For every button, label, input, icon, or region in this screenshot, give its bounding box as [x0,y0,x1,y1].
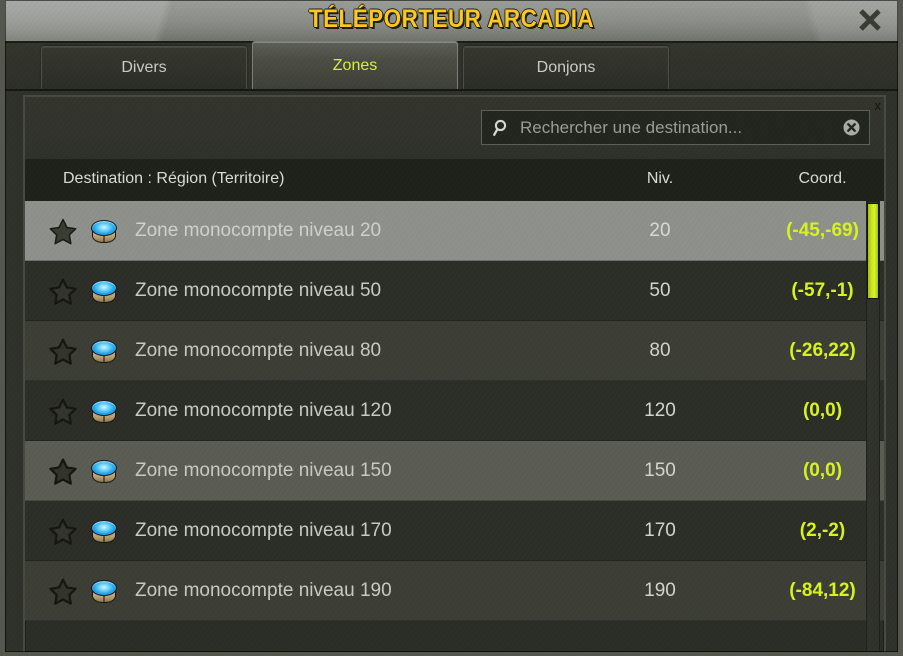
teleport-pad-icon [85,219,123,243]
tab-zones[interactable]: Zones [252,41,458,89]
destination-name: Zone monocompte niveau 50 [135,280,382,301]
destination-name: Zone monocompte niveau 170 [135,520,392,541]
favorite-star-icon[interactable] [41,398,85,425]
title-bar: TÉLÉPORTEUR ARCADIA [5,0,898,43]
favorite-star-icon[interactable] [41,518,85,545]
teleport-pad-icon [85,399,123,423]
teleport-pad-icon [85,339,123,363]
column-header-row: Destination : Région (Territoire) Niv. C… [25,159,884,201]
favorite-star-icon[interactable] [41,278,85,305]
table-row[interactable]: Zone monocompte niveau 150 150 (0,0) [25,441,884,501]
search-field-container[interactable] [481,110,870,145]
destination-coord: (0,0) [802,460,843,481]
destination-coord: (-57,-1) [791,280,854,301]
destination-level: 120 [644,400,676,421]
list-scrollbar[interactable] [866,201,880,652]
table-row[interactable]: Zone monocompte niveau 80 80 (-26,22) [25,321,884,381]
destination-list[interactable]: Zone monocompte niveau 20 20 (-45,-69) Zone… [25,201,884,652]
search-bar [25,97,884,159]
teleport-pad-icon [85,459,123,483]
tab-donjons-label: Donjons [536,59,596,76]
table-row[interactable]: Zone monocompte niveau 190 190 (-84,12) [25,561,884,621]
scrollbar-thumb[interactable] [867,203,879,299]
tab-bar: Divers Zones Donjons [5,41,898,91]
destination-level: 20 [649,220,671,241]
table-row[interactable]: Zone monocompte niveau 50 50 (-57,-1) [25,261,884,321]
destination-level: 80 [649,340,671,361]
destination-name: Zone monocompte niveau 20 [135,220,382,241]
destination-coord: (-84,12) [789,580,856,601]
close-icon[interactable] [853,2,887,38]
destination-level: 190 [644,580,676,601]
favorite-star-icon[interactable] [41,338,85,365]
teleport-pad-icon [85,579,123,603]
column-header-level[interactable]: Niv. [646,170,674,187]
favorite-star-icon[interactable] [41,578,85,605]
tab-zones-label: Zones [332,56,378,74]
favorite-star-icon[interactable] [41,218,85,245]
page-title: TÉLÉPORTEUR ARCADIA [308,5,595,33]
teleport-pad-icon [85,279,123,303]
destination-coord: (-26,22) [789,340,856,361]
destination-name: Zone monocompte niveau 190 [135,580,392,601]
tab-divers-label: Divers [121,59,167,76]
destination-name: Zone monocompte niveau 150 [135,460,392,481]
tab-divers[interactable]: Divers [41,46,247,89]
table-row[interactable]: Zone monocompte niveau 120 120 (0,0) [25,381,884,441]
tab-donjons[interactable]: Donjons [463,46,669,89]
panel-corner-close-icon[interactable]: x [874,98,882,113]
teleport-pad-icon [85,519,123,543]
destination-level: 50 [649,280,671,301]
favorite-star-icon[interactable] [41,458,85,485]
search-icon [492,118,512,138]
destination-name: Zone monocompte niveau 80 [135,340,382,361]
destination-coord: (0,0) [802,400,843,421]
destination-level: 150 [644,460,676,481]
destination-coord: (2,-2) [799,520,846,541]
destination-name: Zone monocompte niveau 120 [135,400,392,421]
destination-coord: (-45,-69) [786,220,859,241]
search-input[interactable] [520,117,836,138]
table-row[interactable]: Zone monocompte niveau 20 20 (-45,-69) [25,201,884,261]
content-panel: x [23,95,886,652]
table-row[interactable]: Zone monocompte niveau 170 170 (2,-2) [25,501,884,561]
column-header-destination[interactable]: Destination : Région (Territoire) [63,170,285,187]
destination-level: 170 [644,520,676,541]
clear-circle-icon[interactable] [842,118,861,137]
column-header-coord[interactable]: Coord. [798,170,847,187]
